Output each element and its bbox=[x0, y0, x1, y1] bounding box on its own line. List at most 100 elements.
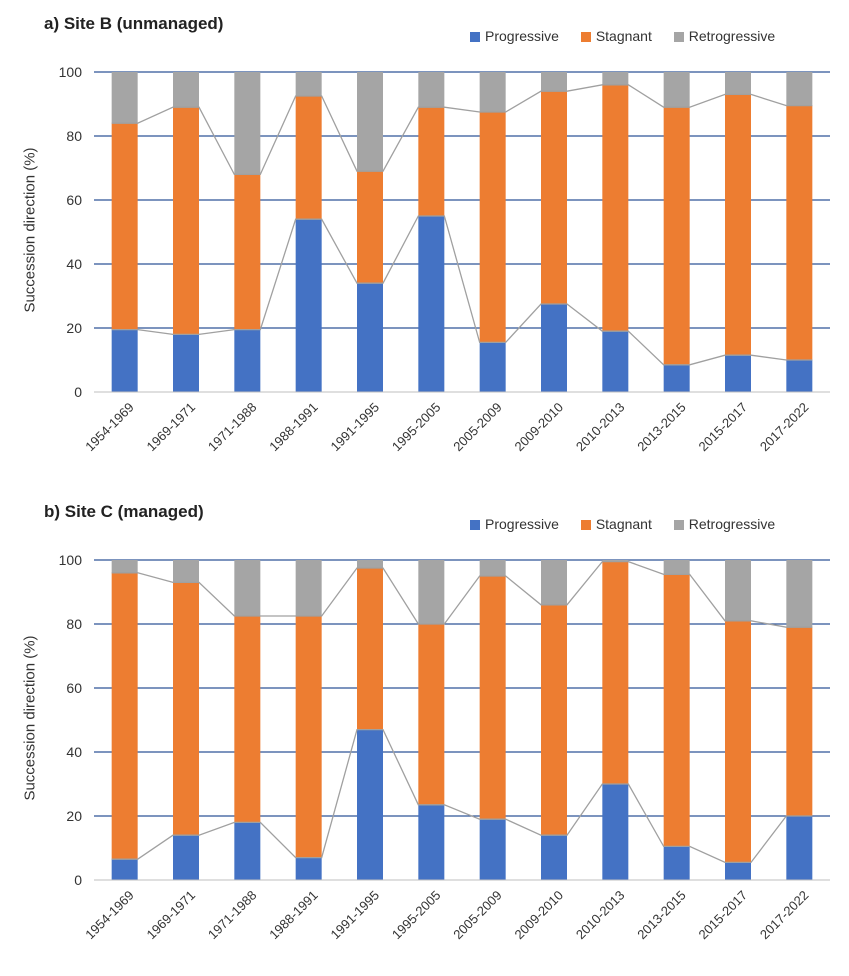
x-tick-label: 2015-2017 bbox=[696, 400, 751, 455]
bar-stagnant bbox=[541, 91, 567, 304]
bar-retrogressive bbox=[786, 72, 813, 106]
bar-stagnant bbox=[602, 84, 629, 332]
legend-swatch-retrogressive bbox=[673, 32, 684, 42]
y-tick-label: 0 bbox=[74, 872, 82, 888]
bar-progressive bbox=[295, 857, 322, 880]
bar-retrogressive bbox=[418, 72, 445, 108]
bar-retrogressive bbox=[173, 72, 199, 108]
x-tick-label: 1988-1991 bbox=[266, 888, 321, 943]
legend-swatch-retrogressive bbox=[673, 520, 684, 530]
bar-retrogressive bbox=[541, 560, 567, 605]
legend-label-retrogressive: Retrogressive bbox=[688, 28, 776, 44]
x-tick-label: 2009-2010 bbox=[512, 400, 567, 455]
x-tick-label: 1991-1995 bbox=[328, 888, 383, 943]
legend-item-progressive: Progressive bbox=[470, 516, 559, 532]
bar-retrogressive bbox=[725, 560, 751, 621]
legend: Progressive Stagnant Retrogressive bbox=[470, 28, 793, 44]
x-tick-label: 2013-2015 bbox=[634, 888, 689, 943]
bar-retrogressive bbox=[541, 72, 567, 92]
bar-progressive bbox=[725, 355, 751, 392]
bar-stagnant bbox=[725, 94, 751, 356]
bar-progressive bbox=[479, 342, 506, 392]
bar-retrogressive bbox=[663, 560, 690, 575]
x-tick-label: 1954-1969 bbox=[82, 400, 137, 455]
bar-stagnant bbox=[418, 107, 445, 216]
bar-retrogressive bbox=[111, 560, 138, 573]
bar-retrogressive bbox=[234, 72, 261, 175]
bar-retrogressive bbox=[479, 72, 506, 112]
x-tick-label: 2009-2010 bbox=[512, 888, 567, 943]
bar-stagnant bbox=[357, 568, 383, 730]
series-line-stagnant bbox=[111, 84, 813, 176]
y-tick-label: 80 bbox=[66, 616, 82, 632]
bar-stagnant bbox=[295, 96, 322, 220]
bar-retrogressive bbox=[602, 72, 629, 85]
panel-site-c: b) Site C (managed) Progressive Stagnant… bbox=[0, 488, 849, 976]
bar-progressive bbox=[541, 304, 567, 392]
bar-stagnant bbox=[663, 574, 690, 847]
x-tick-label: 2010-2013 bbox=[573, 888, 628, 943]
bar-stagnant bbox=[418, 624, 445, 805]
bar-retrogressive bbox=[725, 72, 751, 95]
legend-item-stagnant: Stagnant bbox=[580, 516, 652, 532]
x-tick-label: 1971-1988 bbox=[205, 888, 260, 943]
x-tick-label: 1971-1988 bbox=[205, 400, 260, 455]
bar-retrogressive bbox=[602, 560, 629, 562]
bar-stagnant bbox=[111, 123, 138, 330]
y-tick-label: 100 bbox=[59, 552, 83, 568]
legend-swatch-progressive bbox=[470, 520, 480, 530]
bar-stagnant bbox=[725, 620, 751, 863]
bar-progressive bbox=[111, 329, 138, 392]
bar-retrogressive bbox=[357, 560, 383, 568]
bar-stagnant bbox=[295, 616, 322, 858]
series-line-progressive bbox=[111, 728, 813, 864]
bar-retrogressive bbox=[173, 560, 199, 583]
y-tick-label: 80 bbox=[66, 128, 82, 144]
y-tick-label: 40 bbox=[66, 256, 82, 272]
x-tick-label: 1954-1969 bbox=[82, 888, 137, 943]
bar-stagnant bbox=[173, 582, 199, 836]
bar-retrogressive bbox=[418, 560, 445, 624]
legend-label-stagnant: Stagnant bbox=[595, 516, 652, 532]
bar-progressive bbox=[418, 216, 445, 392]
y-tick-label: 100 bbox=[59, 64, 83, 80]
series-line-stagnant bbox=[111, 560, 813, 628]
bar-retrogressive bbox=[234, 560, 261, 616]
bar-retrogressive bbox=[663, 72, 690, 108]
bar-progressive bbox=[663, 846, 690, 880]
legend-label-stagnant: Stagnant bbox=[595, 28, 652, 44]
bar-progressive bbox=[173, 334, 199, 392]
bar-progressive bbox=[663, 364, 690, 392]
y-tick-label: 20 bbox=[66, 320, 82, 336]
legend-label-progressive: Progressive bbox=[485, 516, 559, 532]
bar-progressive bbox=[786, 360, 813, 392]
bar-progressive bbox=[602, 331, 629, 392]
legend-swatch-stagnant bbox=[580, 520, 591, 530]
x-tick-label: 2013-2015 bbox=[634, 400, 689, 455]
legend-label-progressive: Progressive bbox=[485, 28, 559, 44]
panel-title: a) Site B (unmanaged) bbox=[44, 14, 224, 33]
bar-stagnant bbox=[663, 107, 690, 365]
bar-stagnant bbox=[357, 171, 383, 284]
x-tick-label: 2017-2022 bbox=[757, 888, 812, 943]
legend-item-progressive: Progressive bbox=[470, 28, 559, 44]
bar-progressive bbox=[111, 859, 138, 880]
y-tick-label: 40 bbox=[66, 744, 82, 760]
legend-swatch-stagnant bbox=[580, 32, 591, 42]
bar-progressive bbox=[234, 329, 261, 392]
panel-title: b) Site C (managed) bbox=[44, 502, 204, 521]
x-tick-label: 2010-2013 bbox=[573, 400, 628, 455]
bar-progressive bbox=[725, 862, 751, 880]
legend-label-retrogressive: Retrogressive bbox=[688, 516, 776, 532]
legend-item-retrogressive: Retrogressive bbox=[673, 28, 776, 44]
bar-stagnant bbox=[786, 105, 813, 360]
bar-progressive bbox=[357, 283, 383, 392]
y-tick-label: 20 bbox=[66, 808, 82, 824]
bar-retrogressive bbox=[357, 72, 383, 172]
bar-progressive bbox=[295, 219, 322, 392]
x-tick-label: 1995-2005 bbox=[389, 888, 444, 943]
bar-stagnant bbox=[234, 616, 261, 823]
